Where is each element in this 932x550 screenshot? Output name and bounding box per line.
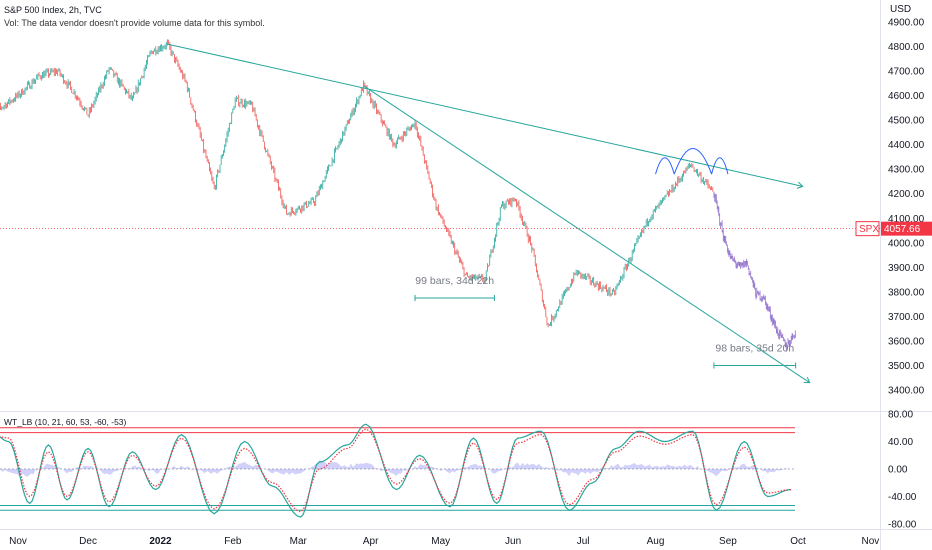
last-price-value: 4057.66 [884, 224, 921, 235]
volume-note: Vol: The data vendor doesn't provide vol… [4, 18, 265, 28]
y-tick-label: 4400.00 [888, 140, 925, 151]
x-tick-label: Jul [577, 536, 590, 547]
y-tick-label: 4900.00 [888, 18, 925, 29]
symbol-badge [855, 221, 880, 237]
last-price-badge [881, 221, 932, 236]
y-tick-label: 4300.00 [888, 165, 925, 176]
y-tick-label: 4000.00 [888, 238, 925, 249]
y-tick-label: 4100.00 [888, 214, 925, 225]
x-tick-label: Aug [647, 536, 665, 547]
x-tick-label: Nov [861, 536, 879, 547]
trendline-1 [167, 43, 803, 187]
x-tick-label: Dec [79, 536, 97, 547]
measure-label: 98 bars, 35d 20h [715, 342, 794, 354]
y-tick-label: 3700.00 [888, 312, 925, 323]
indicator-y-tick: 40.00 [888, 437, 913, 448]
symbol-label: SPX [859, 224, 879, 235]
wt-difference-area [0, 460, 789, 477]
y-tick-label: 4600.00 [888, 91, 925, 102]
indicator-y-tick: -80.00 [888, 520, 917, 531]
y-tick-label: 3600.00 [888, 336, 925, 347]
measure-label: 99 bars, 34d 22h [415, 275, 494, 287]
indicator-y-tick: 80.00 [888, 410, 913, 421]
x-tick-label: Sep [719, 536, 737, 547]
x-tick-label: 2022 [149, 536, 172, 547]
trendline-arrow [796, 181, 804, 189]
y-tick-label: 4700.00 [888, 67, 925, 78]
pattern-arc [711, 157, 729, 175]
y-tick-label: 3800.00 [888, 287, 925, 298]
pattern-arc [673, 147, 713, 175]
plot-background [0, 0, 880, 550]
x-tick-label: Jun [505, 536, 521, 547]
currency-label: USD [890, 4, 911, 15]
pattern-arc [655, 157, 675, 175]
trendline-arrow [803, 376, 811, 384]
indicator-label: WT_LB (10, 21, 60, 53, -60, -53) [4, 417, 127, 427]
y-tick-label: 4200.00 [888, 189, 925, 200]
indicator-y-tick: -40.00 [888, 492, 917, 503]
x-tick-label: Oct [790, 536, 806, 547]
y-tick-label: 4500.00 [888, 116, 925, 127]
chart-title: S&P 500 Index, 2h, TVC [4, 5, 102, 15]
wt2-line [0, 428, 792, 513]
x-tick-label: May [431, 536, 450, 547]
y-tick-label: 3500.00 [888, 361, 925, 372]
x-tick-label: Apr [363, 536, 379, 547]
x-tick-label: Nov [9, 536, 27, 547]
indicator-y-tick: 0.00 [888, 465, 908, 476]
x-tick-label: Feb [224, 536, 242, 547]
x-tick-label: Mar [290, 536, 308, 547]
y-tick-label: 3400.00 [888, 386, 925, 397]
y-tick-label: 4800.00 [888, 42, 925, 53]
trendline-2 [363, 85, 810, 384]
y-tick-label: 3900.00 [888, 263, 925, 274]
